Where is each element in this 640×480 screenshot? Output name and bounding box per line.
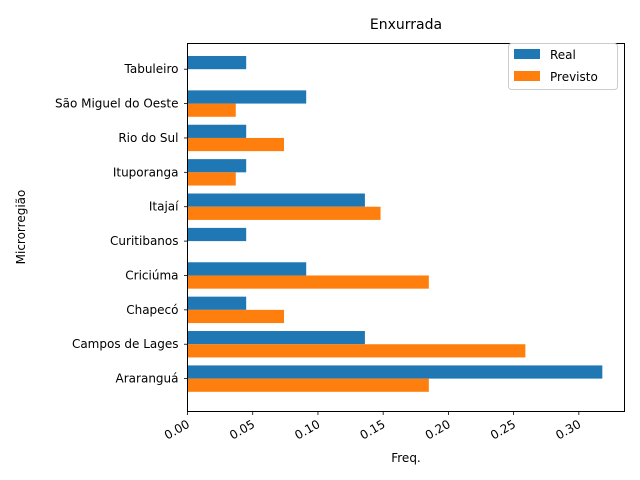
- bar-previsto-itajai: [187, 206, 381, 220]
- x-tick-label: 0.05: [227, 417, 257, 442]
- y-tick-label-campos-de-lages: Campos de Lages: [72, 337, 179, 351]
- legend: Real Previsto: [508, 43, 618, 90]
- bar-real-ituporanga: [187, 159, 247, 173]
- chart-title: Enxurrada: [370, 17, 442, 33]
- legend-label-previsto: Previsto: [550, 70, 598, 84]
- x-tick-label: 0.30: [553, 417, 583, 442]
- y-tick-label-ararangua: Araranguá: [116, 372, 179, 386]
- y-tick-label-chapeco: Chapecó: [126, 303, 178, 317]
- y-axis-label: Microrregião: [14, 190, 28, 265]
- x-axis-label: Freq.: [391, 451, 421, 465]
- plot-frame: [187, 43, 625, 412]
- y-tick-label-itajai: Itajaí: [149, 200, 179, 214]
- bar-real-sao-miguel-do-oeste: [187, 90, 307, 104]
- bar-real-campos-de-lages: [187, 331, 365, 345]
- x-tick-label: 0.00: [162, 417, 192, 442]
- bar-real-curitibanos: [187, 227, 247, 242]
- y-tick-label-sao-miguel-do-oeste: São Miguel do Oeste: [55, 97, 179, 111]
- x-tick-label: 0.15: [358, 417, 388, 442]
- legend-swatch-previsto: [514, 71, 540, 81]
- y-tick-label-rio-do-sul: Rio do Sul: [118, 131, 178, 145]
- bar-real-criciuma: [187, 262, 307, 276]
- legend-swatch-real: [514, 49, 540, 59]
- x-tick-label: 0.25: [488, 417, 518, 442]
- y-tick-label-tabuleiro: Tabuleiro: [124, 62, 179, 76]
- legend-label-real: Real: [550, 48, 576, 62]
- bar-previsto-chapeco: [187, 309, 285, 324]
- bar-real-ararangua: [187, 365, 603, 379]
- bars: [187, 55, 603, 392]
- x-tick-label: 0.20: [423, 417, 453, 442]
- x-axis-tick-labels: 0.00 0.05 0.10 0.15 0.20 0.25 0.30: [162, 411, 583, 442]
- y-tick-label-curitibanos: Curitibanos: [110, 234, 178, 248]
- y-axis-tick-labels: Araranguá Campos de Lages Chapecó Criciúma C…: [55, 62, 188, 386]
- bar-previsto-sao-miguel-do-oeste: [187, 103, 236, 117]
- bar-previsto-ituporanga: [187, 172, 236, 186]
- x-tick-label: 0.10: [292, 417, 322, 442]
- bar-previsto-ararangua: [187, 378, 429, 392]
- y-tick-label-ituporanga: Ituporanga: [113, 165, 179, 179]
- bar-real-itajai: [187, 193, 365, 207]
- bar-previsto-rio-do-sul: [187, 137, 285, 152]
- bar-previsto-criciuma: [187, 275, 429, 289]
- bar-real-tabuleiro: [187, 55, 247, 70]
- y-tick-label-criciuma: Criciúma: [125, 268, 178, 282]
- bar-real-rio-do-sul: [187, 124, 247, 138]
- bar-real-chapeco: [187, 296, 247, 310]
- bar-previsto-campos-de-lages: [187, 344, 526, 358]
